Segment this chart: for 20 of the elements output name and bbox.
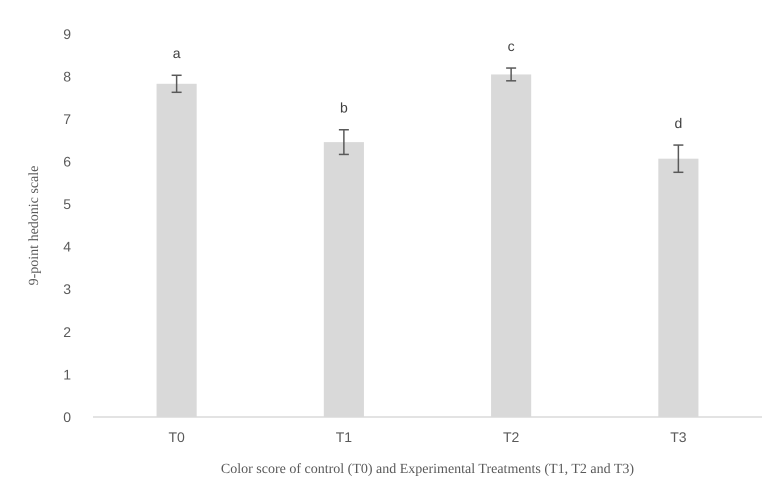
x-axis-title: Color score of control (T0) and Experimental Treatments (T1, T2 and T3)	[220, 462, 634, 477]
y-tick-label: 7	[63, 111, 72, 128]
y-tick-label: 0	[63, 408, 72, 425]
y-tick-label: 4	[63, 238, 72, 255]
annotation: b	[340, 100, 348, 116]
annotation: d	[674, 114, 682, 131]
x-tick-label: T0	[168, 429, 186, 445]
y-tick-label: 2	[63, 324, 72, 340]
annotation: c	[508, 38, 515, 54]
x-tick-label: T1	[336, 429, 352, 445]
x-tick-label: T3	[670, 429, 687, 445]
y-tick-label: 5	[63, 196, 72, 212]
y-tick-label: 1	[63, 366, 72, 382]
y-tick-label: 3	[63, 281, 72, 298]
y-tick-label: 8	[63, 68, 72, 84]
y-tick-label: 9	[63, 26, 72, 42]
y-tick-label: 6	[63, 154, 72, 170]
annotation: a	[172, 45, 181, 62]
x-tick-label: T2	[502, 429, 520, 445]
y-axis-title: 9-point hedonic scale	[27, 166, 42, 286]
